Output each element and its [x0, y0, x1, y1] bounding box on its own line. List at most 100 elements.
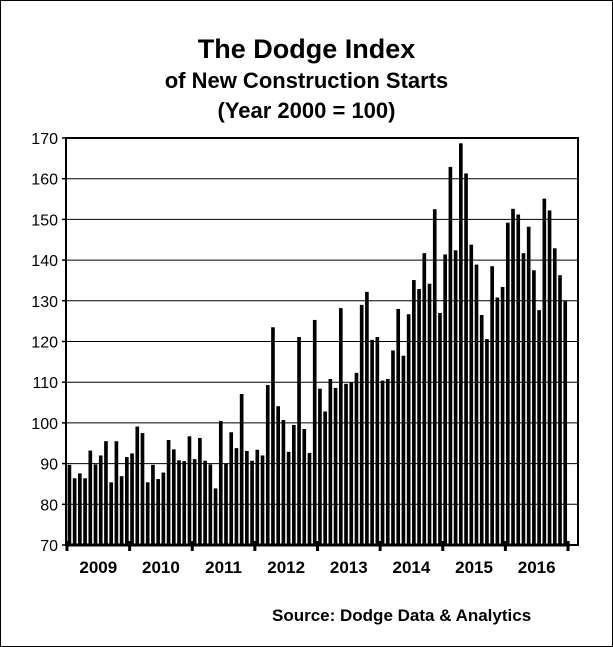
bar	[156, 479, 160, 545]
bar	[224, 463, 228, 545]
bar	[177, 460, 181, 545]
bar	[370, 339, 374, 545]
bar	[171, 449, 176, 545]
bar	[485, 339, 489, 545]
bar	[312, 319, 317, 545]
chart-title: The Dodge Index	[197, 34, 416, 64]
bar	[474, 264, 479, 545]
bar	[547, 210, 552, 546]
bar	[328, 378, 333, 545]
bar	[396, 308, 401, 545]
bar	[401, 355, 406, 545]
bar	[526, 226, 531, 545]
bar	[406, 314, 411, 545]
bar	[265, 385, 270, 545]
bar	[271, 327, 275, 545]
bar	[344, 383, 348, 545]
bar	[161, 472, 166, 545]
bar	[365, 291, 369, 545]
bar	[422, 253, 427, 545]
bar	[255, 449, 260, 545]
bar	[338, 308, 343, 545]
bar	[250, 460, 254, 545]
y-tick-label: 90	[40, 457, 58, 474]
y-tick-label: 80	[40, 497, 58, 514]
x-tick-label: 2012	[267, 558, 305, 577]
bar	[542, 198, 547, 545]
bar	[443, 254, 448, 546]
bar	[490, 266, 494, 545]
bar	[260, 455, 265, 545]
bar	[516, 214, 521, 546]
y-tick-label: 170	[31, 131, 58, 148]
y-tick-label: 100	[31, 416, 58, 433]
bar	[198, 437, 202, 545]
bar	[380, 380, 385, 545]
bar	[208, 464, 213, 545]
bar	[417, 288, 421, 545]
bar	[500, 286, 505, 545]
y-tick-label: 110	[32, 375, 58, 392]
bar	[432, 209, 437, 545]
y-tick-label: 160	[31, 172, 58, 189]
bar	[521, 253, 526, 545]
bar	[245, 450, 249, 545]
bar	[140, 433, 145, 545]
bar	[83, 478, 87, 545]
bar	[448, 166, 453, 545]
bar	[104, 441, 108, 545]
bar	[359, 304, 364, 545]
bar	[187, 436, 192, 545]
y-tick-label: 130	[31, 294, 58, 311]
bar	[114, 441, 119, 545]
bar	[558, 275, 562, 545]
bar	[218, 420, 223, 545]
bar	[93, 464, 98, 545]
bar	[67, 464, 72, 545]
chart-subtitle-base-year: (Year 2000 = 100)	[217, 98, 396, 123]
bar	[297, 337, 301, 545]
bar	[88, 450, 93, 545]
x-tick-label: 2009	[79, 558, 117, 577]
bar	[145, 482, 150, 545]
bar	[563, 301, 568, 545]
bar	[203, 460, 207, 545]
bar	[318, 388, 322, 545]
bar	[479, 315, 484, 545]
bar	[276, 406, 281, 545]
x-tick-label: 2011	[205, 558, 242, 577]
bar	[438, 313, 442, 545]
bar	[532, 270, 536, 545]
bar	[552, 248, 557, 545]
y-tick-label: 70	[40, 538, 58, 555]
source-note: Source: Dodge Data & Analytics	[272, 606, 532, 625]
bar	[119, 476, 124, 545]
bar	[307, 453, 312, 545]
bar	[323, 411, 327, 545]
bar	[78, 473, 82, 545]
bar	[464, 173, 468, 545]
y-tick-label: 120	[31, 335, 58, 352]
bar	[375, 337, 380, 545]
bar	[302, 429, 307, 545]
bar	[505, 222, 510, 545]
bar	[135, 426, 140, 545]
bar	[182, 461, 187, 545]
bar	[286, 451, 291, 545]
bar	[125, 457, 129, 545]
bar	[239, 394, 244, 545]
bar	[391, 350, 395, 545]
bar	[459, 143, 463, 545]
bar	[537, 310, 541, 545]
bar	[333, 387, 338, 545]
x-tick-label: 2014	[393, 558, 431, 577]
bar	[98, 455, 103, 545]
bar	[469, 244, 474, 545]
bar	[495, 297, 500, 545]
bar	[72, 478, 77, 545]
bar	[229, 432, 234, 545]
x-tick-label: 2015	[455, 558, 493, 577]
x-tick-label: 2016	[518, 558, 556, 577]
bar	[151, 464, 155, 545]
